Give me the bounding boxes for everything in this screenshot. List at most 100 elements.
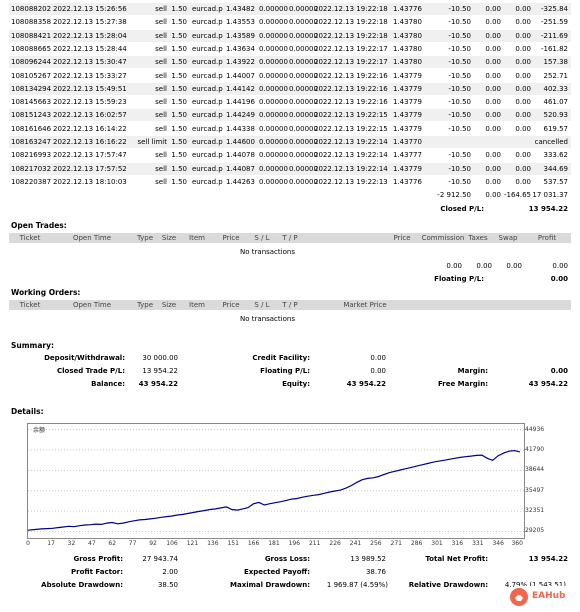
cell-commission: -10.50 <box>448 31 471 40</box>
cell-type: sell <box>155 177 167 186</box>
x-tick-label: 316 <box>451 540 464 547</box>
cell-taxes: 0.00 <box>485 84 501 93</box>
cell-commission: -10.50 <box>448 58 471 67</box>
cell-tp: 0.00000 <box>289 44 318 53</box>
total-profit: 17 031.37 <box>532 191 568 200</box>
cell-type: sell <box>155 58 167 67</box>
cell-size: 1.50 <box>171 84 187 93</box>
col-tp: T / P <box>282 234 298 242</box>
eahub-logo-icon <box>510 588 528 606</box>
cell-size: 1.50 <box>171 151 187 160</box>
y-tick-label: 41790 <box>525 445 545 453</box>
cell-taxes: 0.00 <box>485 151 501 160</box>
cell-size: 1.50 <box>171 177 187 186</box>
col-swap: Swap <box>498 234 518 242</box>
cell-close-price: 1.43770 <box>393 138 422 146</box>
total-commission: -2 912.50 <box>437 191 471 200</box>
cell-tp: 0.00000 <box>289 98 318 107</box>
cell-size: 1.50 <box>171 31 187 40</box>
cell-size: 1.50 <box>171 98 187 107</box>
y-tick-label: 29205 <box>525 527 545 535</box>
cell-tp: 0.00000 <box>289 71 318 80</box>
gross-loss-value: 13 989.52 <box>350 555 386 563</box>
x-tick-label: 166 <box>247 540 260 547</box>
cell-swap: 0.00 <box>515 124 531 133</box>
working-orders-title: Working Orders: <box>11 288 81 297</box>
col-sl: S / L <box>254 301 270 309</box>
cell-item: eurcad.p <box>192 84 223 93</box>
cell-price: 1.44249 <box>226 111 255 120</box>
cell-ticket: 108217032 <box>11 164 52 173</box>
table-row: 108105267 2022.12.13 15:33:27 sell 1.50 eurc… <box>9 69 571 82</box>
cell-taxes: 0.00 <box>485 124 501 133</box>
cell-taxes: 0.00 <box>485 164 501 173</box>
cell-size: 1.50 <box>171 124 187 133</box>
cell-ticket: 108088358 <box>11 18 52 27</box>
working-orders-empty: No transactions <box>240 315 295 323</box>
cell-commission: -10.50 <box>448 5 471 13</box>
cell-ticket: 108220387 <box>11 177 52 186</box>
equity-label: Equity: <box>282 380 310 388</box>
cell-profit: 520.93 <box>543 111 569 120</box>
cell-tp: 0.00000 <box>289 177 318 186</box>
cell-close-price: 1.43780 <box>393 44 422 53</box>
cell-sl: 0.00000 <box>259 71 288 80</box>
closed-trade-pl-label: Closed Trade P/L: <box>56 367 125 375</box>
x-tick-label: 211 <box>308 540 321 547</box>
cell-profit: 402.33 <box>543 84 569 93</box>
cell-profit: -251.59 <box>540 18 568 27</box>
x-tick-label: 121 <box>186 540 199 547</box>
cell-open-time: 2022.12.13 15:26:56 <box>53 5 127 13</box>
x-tick-label: 346 <box>492 540 504 547</box>
x-tick-label: 181 <box>268 540 280 547</box>
gross-loss-label: Gross Loss: <box>264 555 310 563</box>
cell-close-time: 2022.12.13 19:22:14 <box>314 164 388 173</box>
cell-commission: -10.50 <box>448 84 471 93</box>
col-type: Type <box>136 301 154 309</box>
col-market-price: Market Price <box>343 301 387 309</box>
cell-item: eurcad.p <box>192 31 223 40</box>
table-row: 108161646 2022.12.13 16:14:22 sell 1.50 eurc… <box>9 122 571 135</box>
cell-size: 1.50 <box>171 5 187 13</box>
cell-swap: 0.00 <box>515 44 531 53</box>
cell-close-price: 1.43776 <box>393 177 422 186</box>
cell-open-time: 2022.12.13 15:33:27 <box>53 71 127 80</box>
cell-profit: 333.62 <box>543 151 569 160</box>
cell-close-time: 2022.12.13 19:22:13 <box>314 177 388 186</box>
cell-price: 1.44142 <box>226 84 255 93</box>
cell-close-time: 2022.12.13 19:22:18 <box>314 5 388 13</box>
cell-open-time: 2022.12.13 15:59:23 <box>53 98 127 107</box>
col-size: Size <box>161 301 177 309</box>
cell-profit: cancelled <box>534 138 568 146</box>
cell-item: eurcad.p <box>192 71 223 80</box>
floating-pl-value: 0.00 <box>550 275 568 283</box>
cell-taxes: 0.00 <box>485 98 501 107</box>
cell-close-price: 1.43776 <box>393 5 422 13</box>
cell-close-price: 1.43779 <box>393 164 422 173</box>
x-tick-label: 17 <box>47 540 55 547</box>
cell-commission: -10.50 <box>448 111 471 120</box>
balance-value: 43 954.22 <box>138 380 178 388</box>
cell-type: sell <box>155 44 167 53</box>
cell-item: eurcad.p <box>192 44 223 53</box>
x-tick-label: 77 <box>128 540 137 547</box>
cell-open-time: 2022.12.13 15:28:44 <box>53 44 127 53</box>
cell-sl: 0.00000 <box>259 138 288 146</box>
cell-commission: -10.50 <box>448 177 471 186</box>
col-ticket: Ticket <box>19 301 41 309</box>
open-trades-title: Open Trades: <box>11 221 67 230</box>
cell-price: 1.44007 <box>226 71 255 80</box>
cell-open-time: 2022.12.13 15:28:04 <box>53 31 127 40</box>
free-margin-label: Free Margin: <box>437 380 488 388</box>
col-sl: S / L <box>254 234 270 242</box>
x-tick-label: 92 <box>149 540 157 547</box>
summary-title: Summary: <box>11 341 55 350</box>
cell-ticket: 108151243 <box>11 111 52 120</box>
cell-close-time: 2022.12.13 19:22:14 <box>314 151 388 160</box>
balance-chart: 余额 <box>27 426 524 532</box>
free-margin-value: 43 954.22 <box>528 380 568 388</box>
closed-pl-label: Closed P/L: <box>440 205 484 213</box>
x-tick-label: 226 <box>329 540 341 547</box>
closed-trade-pl-value: 13 954.22 <box>142 367 178 375</box>
cell-taxes: 0.00 <box>485 177 501 186</box>
